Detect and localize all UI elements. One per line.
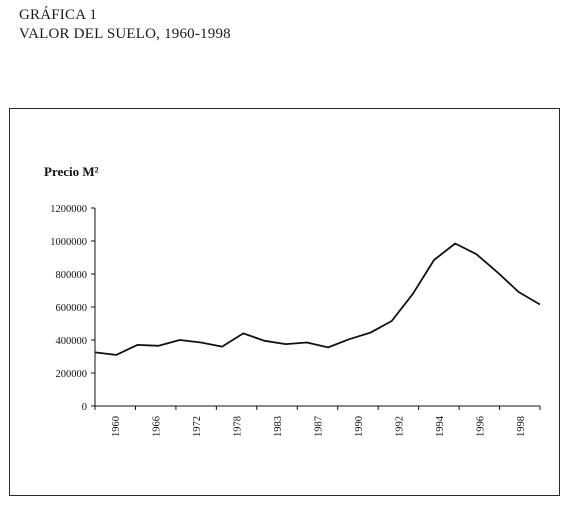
y-tick-label: 800000 xyxy=(56,270,88,281)
x-tick-label: 1994 xyxy=(435,415,446,437)
x-tick-label: 1983 xyxy=(273,416,284,437)
y-tick-label: 0 xyxy=(82,402,87,413)
x-tick-label: 1966 xyxy=(152,416,163,437)
x-tick-label: 1990 xyxy=(354,416,365,437)
x-tick-label: 1998 xyxy=(516,416,527,437)
x-tick-label: 1960 xyxy=(111,416,122,437)
x-ticks: 1960 1966 1972 1978 1983 1987 1990 1992 1994 1996… xyxy=(94,406,541,437)
x-tick-label: 1987 xyxy=(314,416,325,437)
y-tick-label: 1000000 xyxy=(50,237,87,248)
figure-label: GRÁFICA 1 xyxy=(19,7,98,23)
figure-heading: GRÁFICA 1 VALOR DEL SUELO, 1960-1998 xyxy=(19,6,231,44)
y-ticks: 0 200000 400000 600000 800000 1000000 1200000 xyxy=(50,204,95,413)
x-tick-label: 1972 xyxy=(192,416,203,437)
y-tick-label: 600000 xyxy=(56,303,88,314)
y-tick-label: 200000 xyxy=(56,369,88,380)
series-line xyxy=(94,242,541,356)
y-axis-label: Precio M² xyxy=(44,164,99,179)
chart-frame xyxy=(9,108,560,496)
y-tick-label: 400000 xyxy=(56,336,88,347)
x-tick-label: 1978 xyxy=(233,416,244,437)
figure-title: VALOR DEL SUELO, 1960-1998 xyxy=(19,26,231,42)
x-tick-label: 1996 xyxy=(475,416,486,437)
y-tick-label: 1200000 xyxy=(50,204,87,215)
x-tick-label: 1992 xyxy=(394,416,405,437)
